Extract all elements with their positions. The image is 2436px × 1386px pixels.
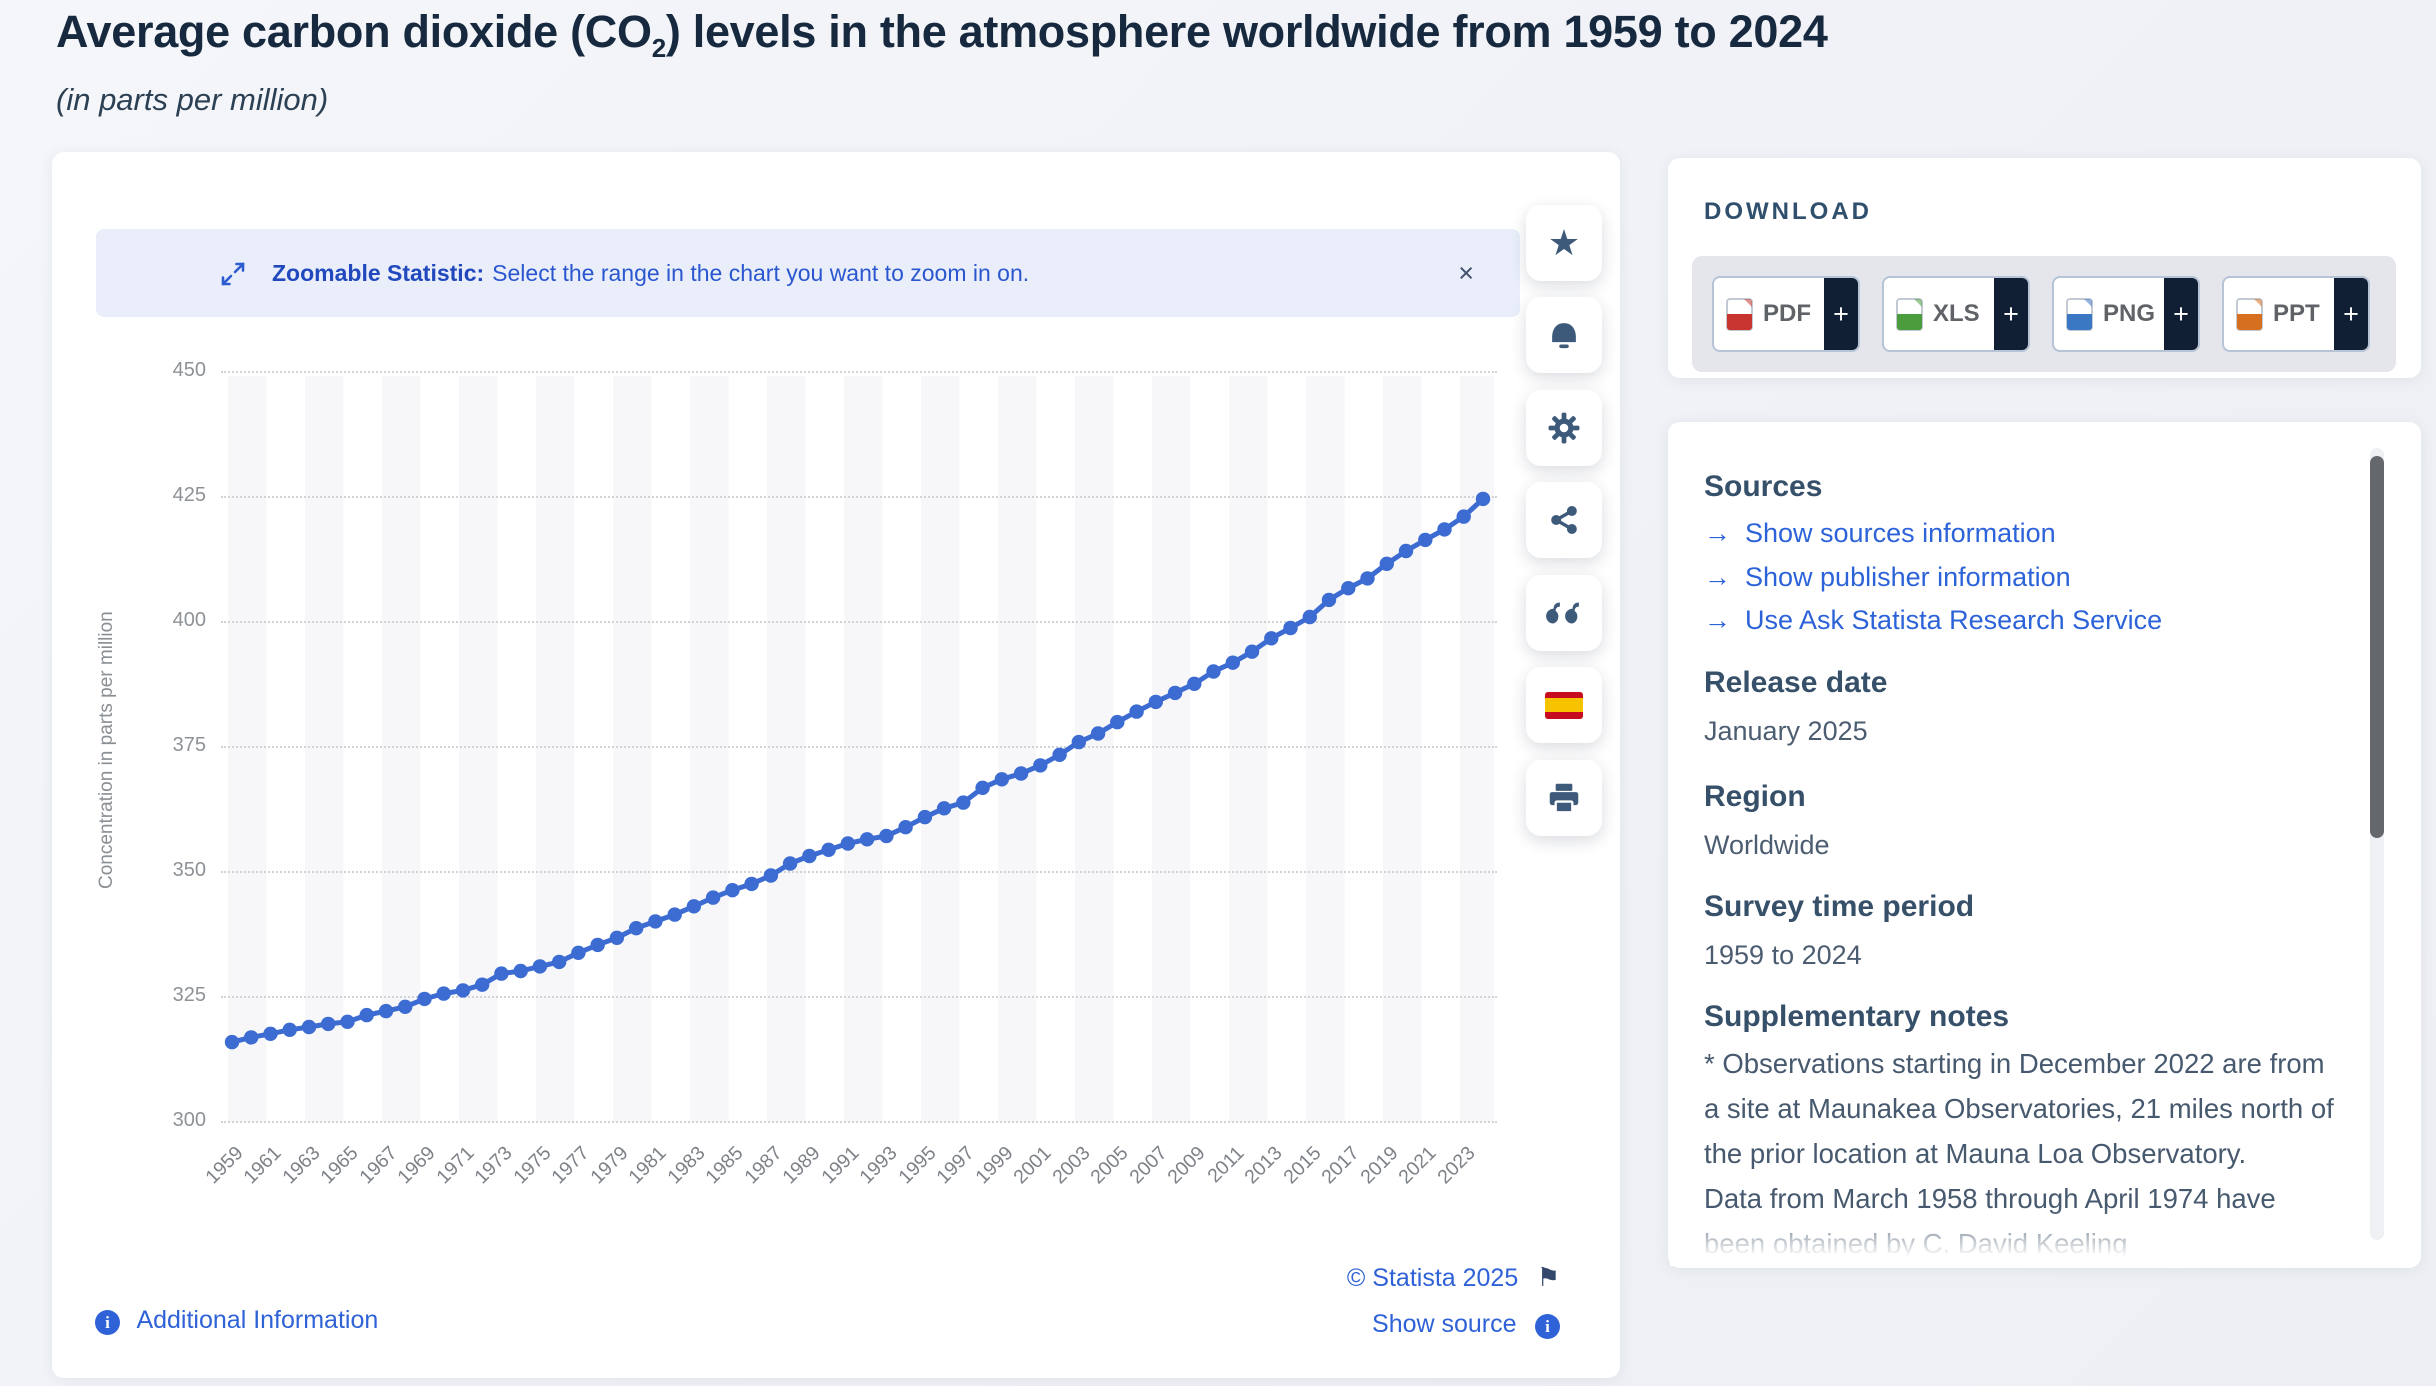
y-tick-label: 400	[172, 609, 206, 631]
banner-text: Zoomable Statistic: Select the range in t…	[272, 259, 1030, 286]
info-icon: i	[95, 1310, 120, 1335]
note-line: a site at Maunakea Observatories, 21 mil…	[1704, 1093, 2334, 1124]
favorite-button[interactable]: ★	[1526, 205, 1602, 281]
meta-value: Worldwide	[1704, 830, 1830, 860]
page-title: Average carbon dioxide (CO2) levels in t…	[56, 6, 1828, 63]
additional-info-link[interactable]: i Additional Information	[95, 1306, 378, 1335]
gridline-425	[221, 496, 1497, 498]
gridline-400	[221, 621, 1497, 623]
plot-background-stripes	[228, 376, 1494, 1122]
download-png-button[interactable]: PNG +	[2052, 276, 2200, 352]
y-tick-label: 350	[172, 859, 206, 881]
source-link-3[interactable]: → Use Ask Statista Research Service	[1704, 605, 2163, 635]
png-file-icon	[2066, 297, 2093, 331]
download-xls-button[interactable]: XLS +	[1882, 276, 2030, 352]
gear-icon	[1548, 412, 1580, 444]
star-icon: ★	[1547, 222, 1581, 263]
y-tick-label: 450	[172, 359, 206, 381]
meta-value: 1959 to 2024	[1704, 940, 1862, 970]
quote-icon	[1546, 602, 1579, 624]
notes-fade	[1670, 1208, 2370, 1266]
gridline-375	[221, 746, 1497, 748]
gridline-350	[221, 871, 1497, 873]
pdf-file-icon	[1726, 297, 1753, 331]
meta-heading: Region	[1704, 780, 1806, 813]
gridline-450	[221, 371, 1497, 373]
arrow-icon: →	[1704, 605, 1731, 635]
flag-icon[interactable]: ⚑	[1536, 1262, 1560, 1292]
download-ppt-button[interactable]: PPT +	[2222, 276, 2370, 352]
meta-value: January 2025	[1704, 716, 1868, 746]
info-scrollbar-thumb[interactable]	[2370, 456, 2384, 838]
source-link-1[interactable]: → Show sources information	[1704, 518, 2056, 548]
y-tick-label: 425	[172, 484, 206, 506]
download-pdf-button[interactable]: PDF +	[1712, 276, 1860, 352]
page-subtitle: (in parts per million)	[56, 82, 329, 117]
print-button[interactable]	[1526, 760, 1602, 836]
y-tick-label: 300	[172, 1109, 206, 1131]
gridline-325	[221, 996, 1497, 998]
y-tick-label: 375	[172, 734, 206, 756]
language-button[interactable]	[1526, 667, 1602, 743]
printer-icon	[1549, 783, 1579, 814]
zoomable-banner: Zoomable Statistic: Select the range in t…	[96, 229, 1520, 317]
download-heading: DOWNLOAD	[1704, 198, 1872, 225]
add-to-collection-plus[interactable]: +	[1824, 278, 1858, 350]
settings-button[interactable]	[1526, 390, 1602, 466]
copyright: © Statista 2025 ⚑	[1346, 1262, 1560, 1292]
gridline-300	[221, 1121, 1497, 1123]
share-icon	[1551, 506, 1577, 534]
meta-heading: Release date	[1704, 666, 1888, 699]
zoom-expand-icon	[221, 262, 245, 286]
meta-heading: Survey time period	[1704, 890, 1975, 923]
supplementary-notes-heading: Supplementary notes	[1704, 1000, 2010, 1033]
source-link-2[interactable]: → Show publisher information	[1704, 561, 2071, 592]
bell-icon	[1552, 323, 1576, 349]
y-tick-label: 325	[172, 984, 206, 1006]
note-line: the prior location at Mauna Loa Observat…	[1704, 1138, 2247, 1169]
banner-close-icon[interactable]: ×	[1458, 257, 1474, 288]
arrow-icon: →	[1704, 561, 1731, 592]
note-line: * Observations starting in December 2022…	[1704, 1048, 2325, 1079]
xls-file-icon	[1896, 297, 1923, 331]
cite-button[interactable]	[1526, 575, 1602, 651]
sources-heading: Sources	[1704, 470, 1823, 503]
add-to-collection-plus[interactable]: +	[2164, 278, 2198, 350]
spanish-flag-icon	[1545, 691, 1583, 719]
alert-button[interactable]	[1526, 297, 1602, 373]
ppt-file-icon	[2236, 297, 2263, 331]
show-source-link[interactable]: Show source i	[1160, 1310, 1560, 1339]
share-button[interactable]	[1526, 482, 1602, 558]
add-to-collection-plus[interactable]: +	[2334, 278, 2368, 350]
info-card	[1668, 422, 2421, 1268]
arrow-icon: →	[1704, 518, 1731, 548]
add-to-collection-plus[interactable]: +	[1994, 278, 2028, 350]
info-icon: i	[1535, 1314, 1560, 1339]
